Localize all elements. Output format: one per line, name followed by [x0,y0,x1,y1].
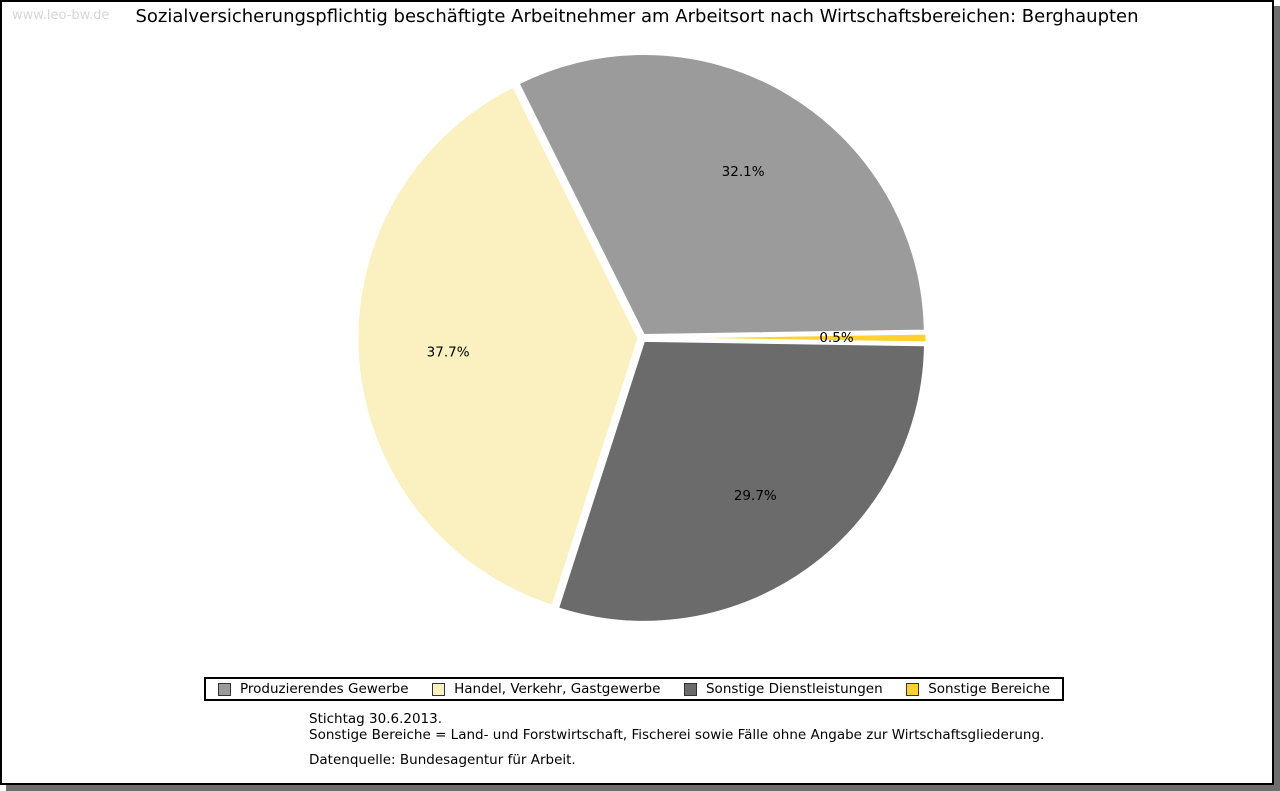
pie-chart: 32.1% 0.5% 29.7% 37.7% [356,53,928,623]
pie-label-sonstige-dienstleistungen: 29.7% [734,488,777,504]
pie-slice-sonstige-dienstleistungen [556,339,927,623]
pie-slice-produzierendes-gewerbe [517,53,926,337]
legend-swatch-sonstige-bereiche [906,682,920,696]
legend-label: Sonstige Bereiche [928,681,1050,697]
page-title: Sozialversicherungspflichtig beschäftigt… [135,6,1139,27]
footnotes: Stichtag 30.6.2013. Sonstige Bereiche = … [309,711,1045,769]
legend-swatch-handel-verkehr-gastgewerbe [432,682,446,696]
legend-swatch-produzierendes-gewerbe [218,682,231,696]
legend-label: Handel, Verkehr, Gastgewerbe [454,681,661,697]
footnote-definition: Sonstige Bereiche = Land- und Forstwirts… [309,726,1045,743]
pie-slice-handel-verkehr-gastgewerbe [356,85,640,608]
legend-label: Produzierendes Gewerbe [240,681,409,697]
legend-swatch-sonstige-dienstleistungen [683,682,697,696]
legend-label: Sonstige Dienstleistungen [705,681,883,697]
pie-label-sonstige-bereiche: 0.5% [819,330,853,346]
pie-label-produzierendes-gewerbe: 32.1% [722,164,765,180]
legend-item-sonstige-dienstleistungen: Sonstige Dienstleistungen [683,681,883,697]
watermark: www.leo-bw.de [12,8,110,23]
legend-item-produzierendes-gewerbe: Produzierendes Gewerbe [218,681,409,697]
pie-slice-sonstige-bereiche [645,332,928,344]
legend-item-handel-verkehr-gastgewerbe: Handel, Verkehr, Gastgewerbe [432,681,660,697]
legend: Produzierendes Gewerbe Handel, Verkehr, … [204,677,1064,701]
footnote-stichtag: Stichtag 30.6.2013. [309,711,443,727]
pie-label-handel-verkehr-gastgewerbe: 37.7% [427,345,470,361]
data-source: Datenquelle: Bundesagentur für Arbeit. [309,752,576,768]
legend-item-sonstige-bereiche: Sonstige Bereiche [906,681,1050,697]
